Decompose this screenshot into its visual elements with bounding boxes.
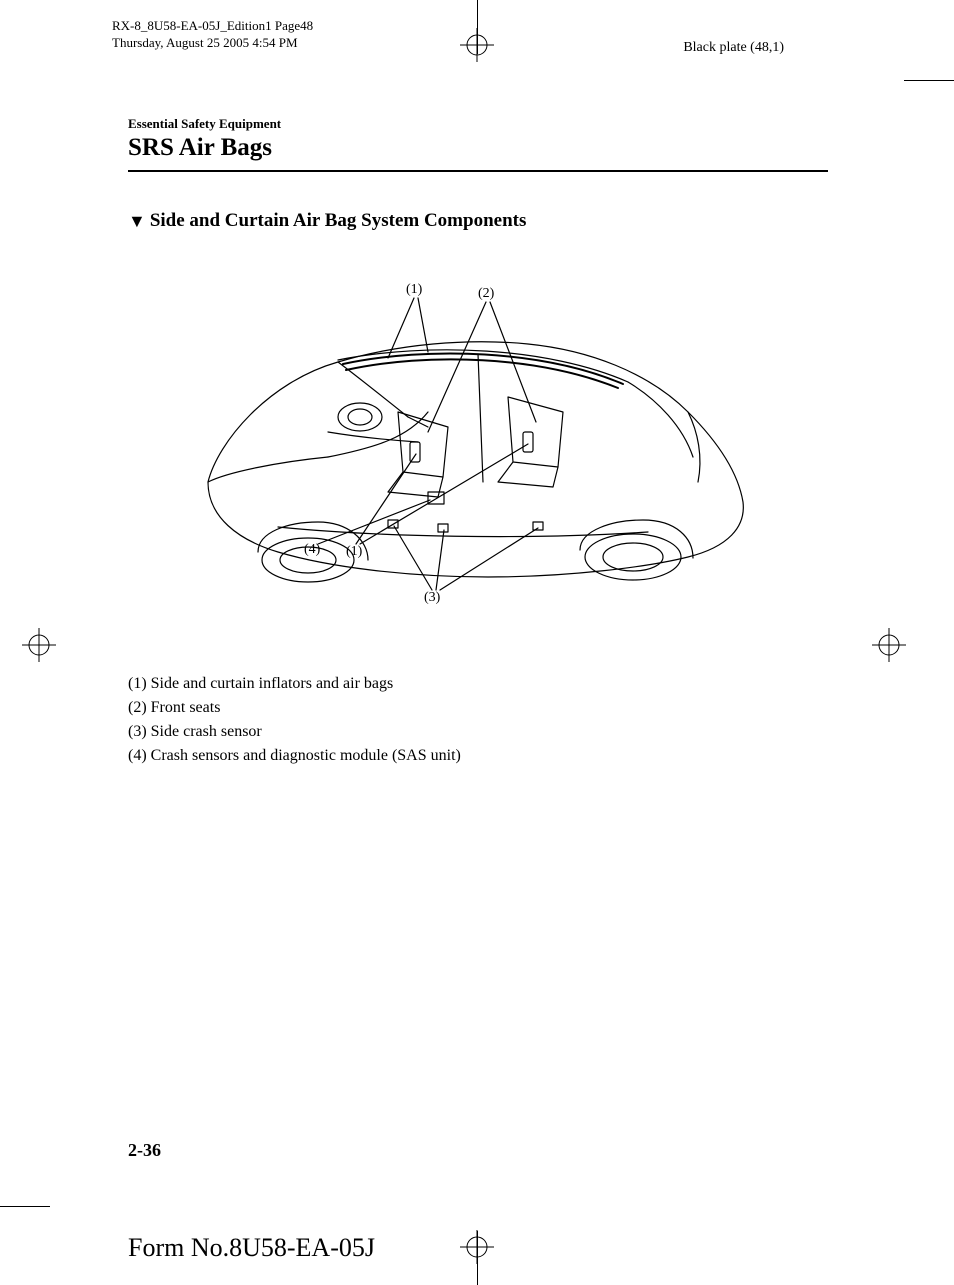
legend: (1) Side and curtain inflators and air b… (128, 672, 828, 768)
registration-mark-icon (22, 628, 56, 667)
title-rule (128, 170, 828, 172)
page-meta: RX-8_8U58-EA-05J_Edition1 Page48 Thursda… (112, 18, 313, 52)
legend-item-1: (1) Side and curtain inflators and air b… (128, 672, 828, 696)
doc-id: RX-8_8U58-EA-05J_Edition1 Page48 (112, 18, 313, 35)
registration-mark-icon (460, 1230, 494, 1269)
subheading-text: Side and Curtain Air Bag System Componen… (150, 210, 527, 232)
subheading: ▼ Side and Curtain Air Bag System Compon… (128, 210, 828, 232)
legend-item-2: (2) Front seats (128, 696, 828, 720)
timestamp: Thursday, August 25 2005 4:54 PM (112, 35, 313, 52)
registration-mark-icon (460, 28, 494, 67)
car-diagram: (1) (2) (4) (1) (3) (128, 282, 828, 642)
form-number: Form No.8U58-EA-05J (128, 1233, 375, 1263)
crop-mark (904, 80, 954, 81)
content-area: Essential Safety Equipment SRS Air Bags … (128, 116, 828, 768)
eyebrow-heading: Essential Safety Equipment (128, 116, 828, 132)
legend-item-3: (3) Side crash sensor (128, 720, 828, 744)
down-triangle-icon: ▼ (128, 211, 146, 232)
black-plate-label: Black plate (48,1) (683, 40, 784, 56)
crop-mark (0, 1206, 50, 1207)
car-svg (128, 282, 828, 642)
registration-mark-icon (872, 628, 906, 667)
legend-item-4: (4) Crash sensors and diagnostic module … (128, 744, 828, 768)
section-title: SRS Air Bags (128, 134, 828, 162)
page-number: 2-36 (128, 1140, 161, 1161)
